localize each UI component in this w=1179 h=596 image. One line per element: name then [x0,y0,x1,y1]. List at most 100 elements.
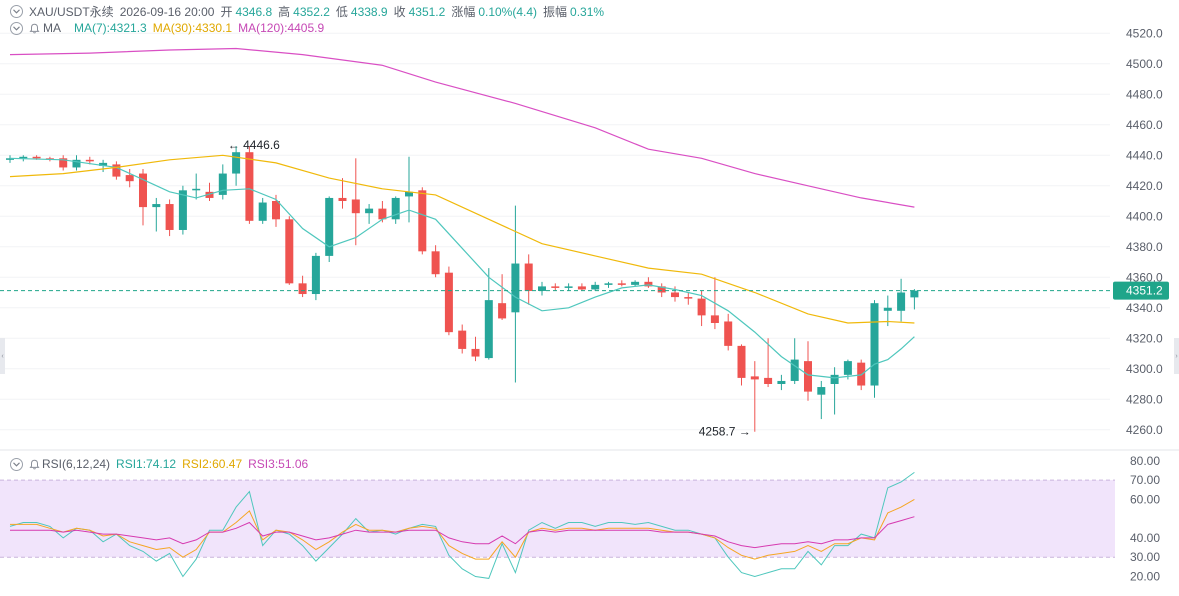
open-label: 开 [220,5,233,19]
ma-lines [9,47,915,379]
bell-icon[interactable] [29,459,40,470]
rsi-tick-label: 30.00 [1130,550,1160,564]
candle-body [750,376,759,380]
ma7-value: MA(7):4321.3 [74,21,147,35]
candle-body [737,345,746,378]
candle-body [378,208,387,220]
bell-icon[interactable] [29,23,40,34]
candle-body [830,374,839,384]
open-value: 4346.8 [235,4,273,19]
price-tick-label: 4360.0 [1126,270,1163,284]
candle-body [511,263,520,313]
price-tick-label: 4260.0 [1126,423,1163,437]
candle-body [245,152,254,221]
candle-body [218,173,227,195]
candle-body [471,348,480,357]
scroll-left-handle[interactable]: ‹ [0,338,5,374]
price-tick-label: 4320.0 [1126,331,1163,345]
scroll-right-handle[interactable]: › [1174,338,1179,374]
candle-body [764,377,773,384]
collapse-chevron-icon[interactable] [10,5,23,18]
symbol-label: XAU/USDT永续 [29,5,114,19]
candle-body [564,286,573,288]
low-annotation: 4258.7 → [699,425,751,439]
candle-body [165,204,174,230]
rsi-tick-label: 40.00 [1130,531,1160,545]
candle-body [617,283,626,285]
rsi1-value: RSI1:74.12 [116,457,177,471]
rsi-tick-label: 20.00 [1130,570,1160,584]
rsi-overbought-oversold-band [0,480,1115,558]
collapse-chevron-icon[interactable] [10,457,23,471]
price-tick-label: 4440.0 [1126,148,1163,162]
rsi-tick-label: 70.00 [1130,473,1160,487]
price-tick-label: 4520.0 [1126,26,1163,40]
candle-body [857,362,866,386]
candle-body [178,190,187,230]
candle-body [724,321,733,346]
candle-body [152,204,161,208]
candle-body [431,251,440,275]
candle-body [883,307,892,311]
rsi-band [0,479,1115,558]
collapse-chevron-icon[interactable] [10,21,23,35]
candle-body [418,190,427,252]
candle-body [484,300,493,359]
rsi-lines [9,471,915,579]
ma-label: MA [43,21,61,35]
candle-body [870,303,879,386]
price-tick-label: 4480.0 [1126,87,1163,101]
price-tick-label: 4500.0 [1126,57,1163,71]
candle-body [298,283,307,295]
last-price-label: 4351.2 [1126,284,1163,298]
candle-body [591,284,600,290]
ma30-value: MA(30):4330.1 [152,21,233,35]
ma-legend: MA MA(7):4321.3 MA(30):4330.1 MA(120):44… [10,21,324,35]
rsi3-line [10,516,915,549]
candle-body [311,255,320,295]
candle-body [112,164,121,177]
rsi2-value: RSI2:60.47 [182,457,243,471]
candle-body [444,272,453,333]
amplitude-value: 0.31% [570,4,605,19]
rsi-tick-label: 80.00 [1130,454,1160,468]
candle-body [671,292,679,298]
candle-body [125,175,134,182]
annotations: 4351.2 ← 4446.6 4258.7 → [0,138,1169,439]
candles [6,146,919,432]
candle-body [325,197,334,256]
candle-body [910,290,919,298]
price-axis: 4520.0 4500.0 4480.0 4460.0 4440.0 4420.0 4400… [1126,26,1163,583]
candle-body [804,361,812,392]
amplitude-label: 振幅 [543,5,568,19]
candle-body [258,202,267,221]
candle-body [458,330,467,349]
rsi3-value: RSI3:51.06 [248,457,309,471]
candle-body [498,303,507,319]
grid [0,32,1179,451]
candle-body [843,361,852,375]
low-value: 4338.9 [350,4,388,19]
candle-body [538,286,546,291]
last-price-tag [1113,281,1169,300]
price-tick-label: 4280.0 [1126,392,1163,406]
candle-body [351,199,360,214]
ma30-line [9,154,915,324]
candle-body [365,208,374,214]
candle-body [631,281,640,285]
close-label: 收 [393,5,406,19]
candle-body [684,297,693,299]
candle-body [272,201,280,220]
candle-body [604,283,613,285]
candle-body [577,286,586,290]
ma120-value: MA(120):4405.9 [238,21,325,35]
candle-body [697,298,706,316]
candle-body [59,158,68,168]
datetime-label: 2026-09-16 20:00 [119,4,215,19]
close-value: 4351.2 [408,4,446,19]
high-annotation: ← 4446.6 [228,138,280,152]
price-tick-label: 4420.0 [1126,179,1163,193]
candle-body [790,359,799,381]
